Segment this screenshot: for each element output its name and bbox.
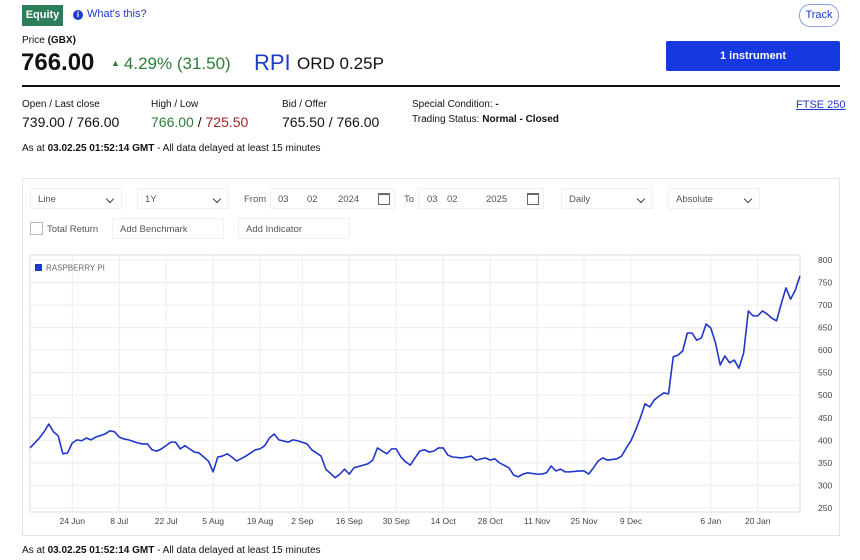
- currency: (GBX): [47, 35, 76, 46]
- select-text: Absolute: [676, 194, 713, 205]
- benchmark-input[interactable]: Add Benchmark: [112, 218, 224, 239]
- to-day[interactable]: 03: [427, 194, 438, 205]
- x-tick-label: 28 Oct: [478, 516, 504, 526]
- y-tick-label: 800: [818, 255, 832, 265]
- y-tick-label: 700: [818, 300, 832, 310]
- period-select[interactable]: 1Y: [137, 188, 229, 209]
- special-value: -: [495, 99, 499, 110]
- y-tick-label: 450: [818, 413, 832, 423]
- low: 725.50: [205, 114, 249, 130]
- status-label: Trading Status:: [412, 114, 480, 125]
- stat-value: 765.50 / 766.00: [282, 114, 380, 130]
- x-tick-label: 14 Oct: [431, 516, 457, 526]
- to-label: To: [404, 194, 415, 205]
- from-day[interactable]: 03: [278, 194, 289, 205]
- price-line: [29, 275, 801, 479]
- select-text: Line: [38, 194, 56, 205]
- price-label-text: Price: [22, 35, 45, 46]
- change: ▲ 4.29% (31.50): [111, 54, 231, 74]
- equity-badge[interactable]: Equity: [22, 5, 63, 26]
- y-tick-label: 400: [818, 435, 832, 445]
- from-label: From: [244, 194, 267, 205]
- price-label: Price (GBX): [22, 35, 76, 46]
- ts-prefix: As at: [22, 545, 45, 556]
- symbol: RPI: [254, 50, 291, 75]
- stat-value: 766.00 / 725.50: [151, 114, 248, 130]
- y-tick-label: 550: [818, 368, 832, 378]
- chart-type-select[interactable]: Line: [30, 188, 122, 209]
- instrument-button[interactable]: 1 instrument: [666, 41, 840, 71]
- timestamp: As at 03.02.25 01:52:14 GMT - All data d…: [22, 143, 321, 154]
- track-button[interactable]: Track: [799, 4, 839, 27]
- stat-value: 739.00 / 766.00: [22, 114, 120, 130]
- description: ORD 0.25P: [297, 54, 384, 73]
- help-link[interactable]: i What's this?: [73, 8, 147, 20]
- special-label: Special Condition:: [412, 99, 493, 110]
- x-tick-label: 22 Jul: [155, 516, 178, 526]
- x-tick-label: 24 Jun: [59, 516, 85, 526]
- to-month[interactable]: 02: [447, 194, 458, 205]
- index-link[interactable]: FTSE 250: [796, 99, 846, 111]
- x-tick-label: 20 Jan: [745, 516, 771, 526]
- legend-label: RASPBERRY PI: [46, 264, 105, 273]
- y-tick-label: 250: [818, 503, 832, 513]
- calendar-icon[interactable]: [378, 193, 390, 205]
- status-value: Normal - Closed: [482, 114, 559, 125]
- help-text: What's this?: [87, 8, 147, 20]
- timestamp: As at 03.02.25 01:52:14 GMT - All data d…: [22, 545, 321, 556]
- trading-status: Trading Status: Normal - Closed: [412, 114, 559, 125]
- from-month[interactable]: 02: [307, 194, 318, 205]
- separator: /: [193, 114, 206, 130]
- ts-note: - All data delayed at least 15 minutes: [157, 545, 321, 556]
- stat-label: Bid / Offer: [282, 99, 327, 110]
- stat-label: High / Low: [151, 99, 199, 110]
- y-tick-label: 350: [818, 458, 832, 468]
- x-tick-label: 25 Nov: [571, 516, 599, 526]
- to-date[interactable]: [418, 188, 544, 209]
- from-date[interactable]: [270, 188, 395, 209]
- y-tick-label: 500: [818, 390, 832, 400]
- x-tick-label: 30 Sep: [383, 516, 410, 526]
- x-tick-label: 11 Nov: [524, 516, 551, 526]
- interval-select[interactable]: Daily: [561, 188, 653, 209]
- ts-note: - All data delayed at least 15 minutes: [157, 143, 321, 154]
- x-tick-label: 8 Jul: [110, 516, 128, 526]
- chart-panel: [22, 178, 840, 536]
- from-year[interactable]: 2024: [338, 194, 360, 205]
- y-tick-label: 750: [818, 278, 832, 288]
- total-return-label: Total Return: [47, 224, 99, 235]
- up-arrow: ▲: [111, 58, 120, 68]
- total-return-checkbox[interactable]: [30, 222, 43, 235]
- price: 766.00: [21, 49, 95, 76]
- info-icon: i: [73, 10, 83, 20]
- select-text: Daily: [569, 194, 591, 205]
- y-tick-label: 650: [818, 323, 832, 333]
- change-text: 4.29% (31.50): [123, 54, 231, 73]
- calendar-icon[interactable]: [527, 193, 539, 205]
- special-condition: Special Condition: -: [412, 99, 499, 110]
- x-tick-label: 16 Sep: [336, 516, 363, 526]
- stat-label: Open / Last close: [22, 99, 100, 110]
- y-tick-label: 300: [818, 480, 832, 490]
- to-year[interactable]: 2025: [486, 194, 508, 205]
- indicator-input[interactable]: Add Indicator: [238, 218, 350, 239]
- x-tick-label: 5 Aug: [202, 516, 224, 526]
- x-tick-label: 6 Jan: [700, 516, 721, 526]
- y-tick-label: 600: [818, 345, 832, 355]
- chart: 250 300 350 400 450 500 550 600 650 700 750 800 24 J…: [29, 254, 832, 526]
- ts-prefix: As at: [22, 143, 45, 154]
- ts-time: 03.02.25 01:52:14 GMT: [47, 143, 155, 154]
- x-tick-label: 9 Dec: [620, 516, 643, 526]
- x-tick-label: 19 Aug: [247, 516, 274, 526]
- high: 766.00: [151, 114, 194, 130]
- plot-area: [29, 254, 801, 513]
- select-text: 1Y: [145, 194, 157, 205]
- x-tick-label: 2 Sep: [291, 516, 313, 526]
- mode-select[interactable]: Absolute: [668, 188, 760, 209]
- legend-swatch: [35, 264, 42, 271]
- ts-time: 03.02.25 01:52:14 GMT: [47, 545, 155, 556]
- divider: [22, 85, 840, 87]
